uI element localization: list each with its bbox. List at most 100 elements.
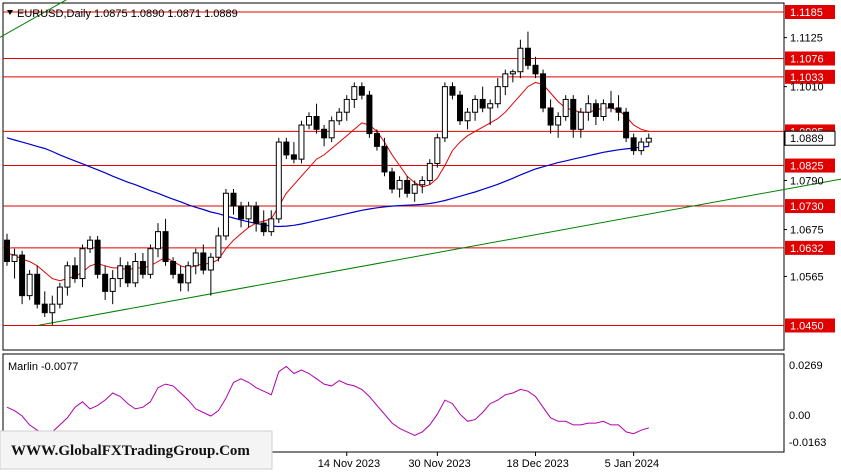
candle — [547, 99, 554, 134]
candle — [555, 112, 562, 138]
price-tick-label: 1.1010 — [790, 82, 824, 94]
candle-body-bull — [396, 179, 403, 190]
candle — [570, 95, 577, 138]
candle — [260, 210, 267, 236]
candle — [404, 176, 411, 198]
candle-body-bear — [321, 128, 328, 139]
candle — [351, 82, 358, 108]
level-label: 1.1033 — [790, 72, 824, 84]
candle — [268, 210, 275, 236]
candle — [517, 39, 524, 79]
candle-body-bear — [19, 254, 26, 297]
candle — [34, 265, 41, 309]
candle — [71, 257, 78, 283]
symbol-header: EURUSD,Daily 1.0875 1.0890 1.0871 1.0889 — [17, 8, 238, 20]
candle — [464, 107, 471, 130]
candle-body-bull — [207, 256, 214, 271]
candle — [139, 252, 146, 279]
indicator-label: Marlin -0.0077 — [8, 361, 78, 373]
candle — [49, 295, 56, 326]
collapse-triangle-icon[interactable] — [7, 10, 13, 15]
candle — [147, 244, 154, 279]
current-price-label: 1.0889 — [790, 133, 824, 145]
candle-body-bull — [336, 111, 343, 122]
candle — [177, 265, 184, 292]
price-tick-label: 1.1125 — [790, 33, 823, 45]
level-label: 1.0825 — [790, 161, 824, 173]
candle — [381, 137, 388, 177]
candle-body-bull — [79, 248, 86, 280]
candle-body-bear — [41, 303, 48, 314]
candle-body-bear — [615, 107, 622, 113]
candle-body-bear — [260, 222, 267, 233]
candle — [585, 95, 592, 121]
candle-body-bull — [328, 120, 335, 139]
candle-body-bull — [487, 103, 494, 109]
indicator-pane-frame — [2, 353, 785, 453]
candle — [170, 257, 177, 279]
candle-body-bear — [102, 273, 109, 292]
current-price-bg — [784, 130, 836, 146]
candle-body-bear — [479, 98, 486, 109]
candle — [600, 99, 607, 121]
candle — [449, 82, 456, 100]
candle — [366, 90, 373, 138]
candle — [328, 116, 335, 143]
candle — [615, 95, 622, 121]
candle-body-bull — [555, 115, 562, 126]
candle-body-bull — [494, 86, 501, 105]
candle — [411, 180, 418, 202]
candle — [4, 233, 10, 266]
candle — [502, 69, 509, 96]
candle — [306, 112, 312, 130]
candle — [87, 235, 94, 253]
candle-body-bull — [64, 265, 71, 288]
time-axis: 14 Nov 2023 30 Nov 2023 18 Dec 2023 5 Jan 2… — [318, 452, 659, 470]
candle — [321, 125, 328, 147]
candle-body-bull — [245, 205, 252, 220]
candle-body-bull — [109, 278, 116, 292]
candle-body-bear — [532, 64, 539, 75]
candle-body-bull — [56, 286, 63, 305]
candle-body-bull — [298, 124, 305, 160]
candle-body-bear — [313, 115, 320, 130]
candle — [222, 189, 229, 241]
candle — [336, 107, 343, 126]
candle-body-bear — [389, 171, 396, 190]
candle-body-bull — [222, 192, 229, 237]
candle — [245, 201, 252, 228]
candle-body-bear — [366, 94, 373, 135]
candle-body-bear — [71, 265, 78, 280]
candle — [638, 137, 645, 155]
candle — [532, 56, 539, 79]
candle-body-bull — [585, 103, 592, 113]
candle — [426, 159, 433, 185]
candle — [109, 270, 116, 305]
candle — [472, 95, 479, 121]
candle-body-bull — [562, 98, 569, 117]
candle — [192, 248, 199, 275]
level-label-bg — [785, 69, 835, 84]
candle — [509, 69, 516, 83]
main-pane-frame — [2, 2, 785, 351]
candle-body-bull — [132, 261, 139, 284]
candle-body-bull — [275, 141, 282, 220]
level-label-bg — [785, 5, 835, 19]
candle — [494, 78, 501, 108]
time-tick-label: 30 Nov 2023 — [408, 458, 470, 470]
slow-ma-line — [6, 137, 649, 228]
candle-body-bull — [434, 137, 441, 164]
level-label-bg — [785, 199, 835, 214]
candle — [298, 120, 305, 164]
candle-body-bear — [124, 265, 131, 284]
candle — [155, 223, 161, 258]
candle-body-bear — [139, 261, 146, 275]
candle — [185, 261, 192, 292]
candle-body-bull — [192, 252, 199, 267]
candle-body-bull — [577, 111, 584, 130]
candle — [608, 90, 614, 113]
level-label-bg — [785, 51, 835, 66]
candle — [207, 252, 214, 296]
